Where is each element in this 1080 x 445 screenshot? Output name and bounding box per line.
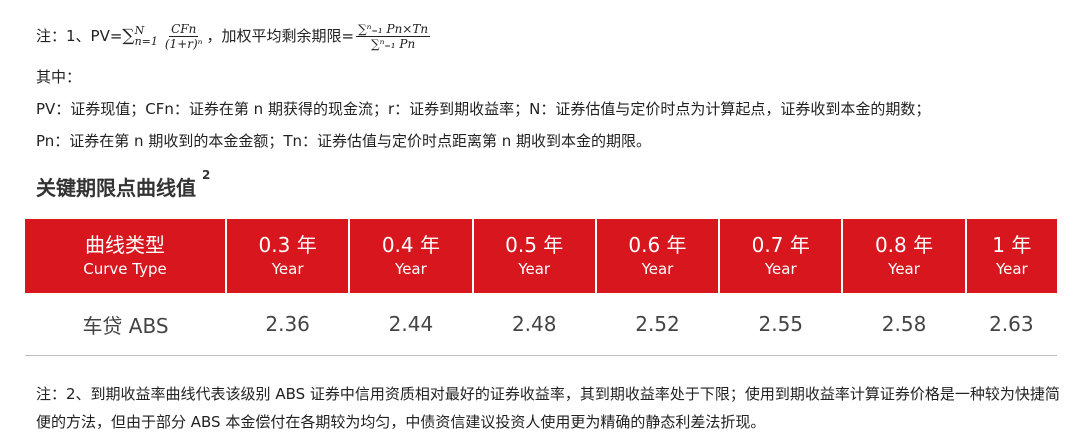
cell-value: 2.36 [226,293,350,356]
sum-symbol: ∑ [122,26,135,46]
cell-value: 2.55 [719,293,843,356]
header-0.8y: 0.8 年 Year [842,219,967,293]
cell-curve-name: 车贷 ABS [25,293,226,356]
cell-value: 2.52 [595,293,720,356]
header-1y: 1 年 Year [965,219,1057,293]
pv-numerator: CFn [169,21,199,37]
wal-denominator: ∑ⁿ₌₁ Pn [371,36,416,51]
formula-note: 注：1、PV= ∑ N n=1 CFn (1+r)ⁿ ，加权平均剩余期限= ∑ⁿ… [36,14,432,58]
table-header-row: 曲线类型 Curve Type 0.3 年 Year 0.4 年 Year 0.5 年… [25,219,1057,293]
header-0.5y: 0.5 年 Year [472,219,597,293]
header-0.4y: 0.4 年 Year [349,219,474,293]
note1-mid: ，加权平均剩余期限= [206,27,355,45]
header-0.7y: 0.7 年 Year [719,219,844,293]
wal-fraction: ∑ⁿ₌₁ Pn×Tn ∑ⁿ₌₁ Pn [356,21,431,51]
footnote-marker: 2 [202,168,211,183]
cell-value: 2.63 [965,293,1057,356]
cell-value: 2.58 [842,293,966,356]
definition-line-1: PV：证券现值；CFn：证券在第 n 期获得的现金流；r：证券到期收益率；N：证… [36,100,931,118]
pv-denominator: (1+r)ⁿ [164,36,203,51]
note1-prefix: 注：1、PV= [36,27,123,45]
sum-upper: N [134,24,145,37]
section-title-text: 关键期限点曲线值 [36,176,196,200]
wal-numerator: ∑ⁿ₌₁ Pn×Tn [356,21,431,37]
sum-lower: n=1 [134,35,158,48]
header-0.3y: 0.3 年 Year [226,219,351,293]
definition-line-2: Pn：证券在第 n 期收到的本金金额；Tn：证券估值与定价时点距离第 n 期收到… [36,132,652,150]
curve-table: 曲线类型 Curve Type 0.3 年 Year 0.4 年 Year 0.5 年… [25,219,1057,356]
footnote-2: 注：2、到期收益率曲线代表该级别 ABS 证券中信用资质相对最好的证券收益率，其… [36,385,1060,431]
cell-value: 2.48 [472,293,596,356]
header-0.6y: 0.6 年 Year [595,219,721,293]
header-curve-type: 曲线类型 Curve Type [25,219,227,293]
section-title: 关键期限点曲线值 2 [36,168,210,201]
pv-fraction: CFn (1+r)ⁿ [163,22,205,51]
where-label: 其中： [36,68,82,86]
cell-value: 2.44 [349,293,473,356]
table-row: 车贷 ABS 2.36 2.44 2.48 2.52 2.55 2.58 2.6… [25,293,1057,356]
